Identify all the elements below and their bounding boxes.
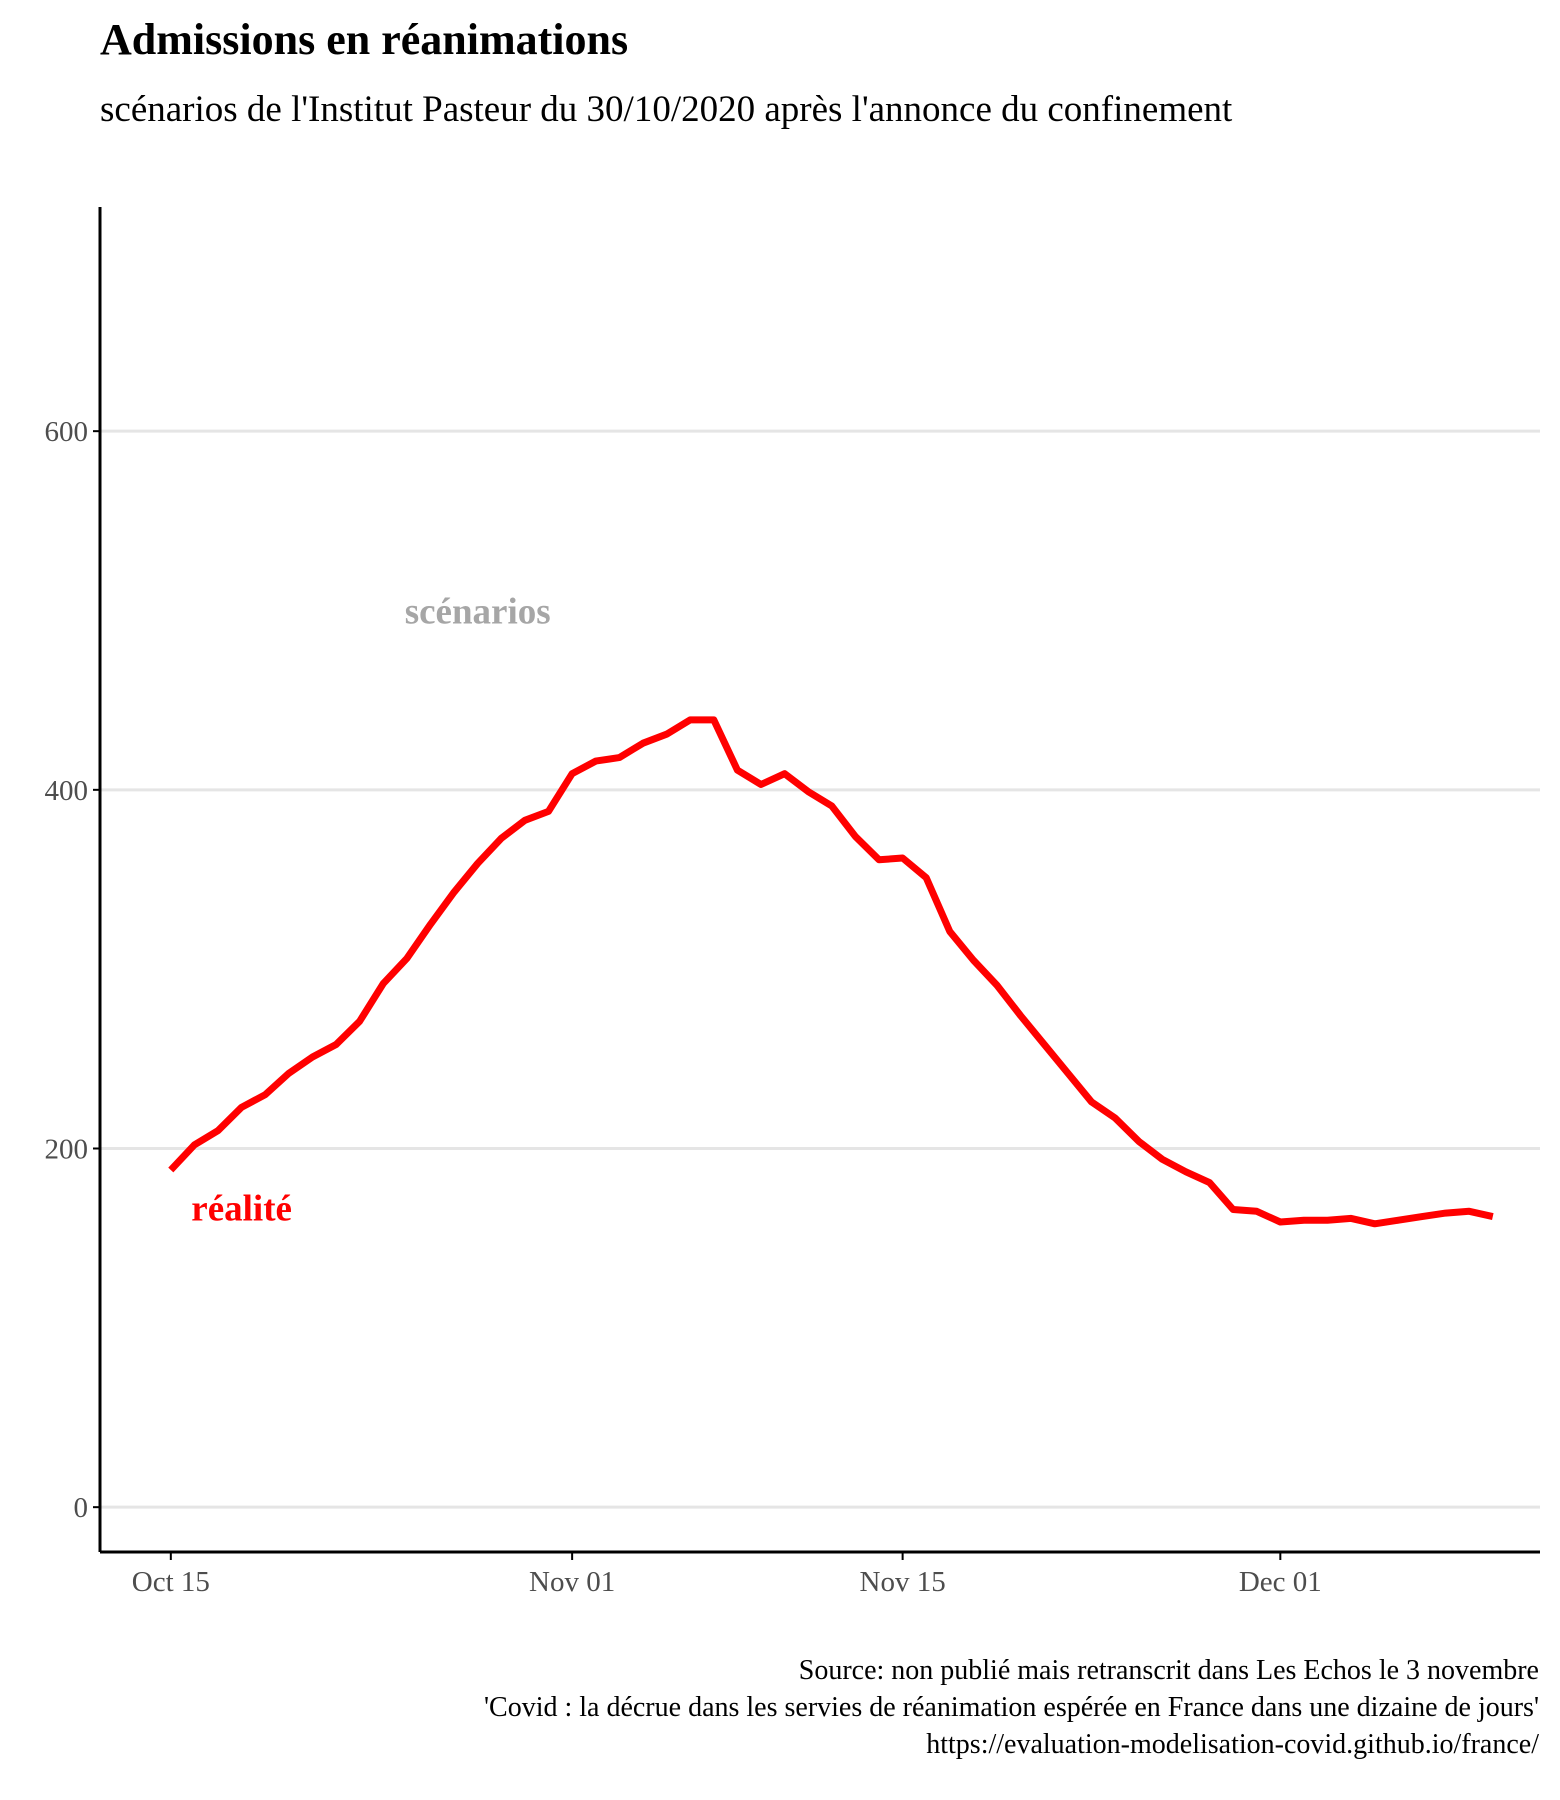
source-caption: Source: non publié mais retranscrit dans… [484,1652,1539,1763]
chart-title: Admissions en réanimations [100,15,629,64]
source-url: https://evaluation-modelisation-covid.gi… [926,1729,1539,1760]
x-tick-label: Nov 15 [860,1566,946,1598]
line-chart: 0 200 400 600 Oct 15 Nov 01 Nov 15 Dec 01 scénar… [45,207,1540,1598]
gridlines [100,429,1540,1509]
y-tick-label: 200 [45,1134,89,1166]
series-lines [168,716,1494,1228]
annotation-label: scénarios [405,592,551,633]
article-title-line: 'Covid : la décrue dans les servies de r… [483,1692,1539,1723]
x-tick-label: Oct 15 [132,1566,210,1598]
y-tick-label: 0 [74,1492,89,1524]
series-line-realite [168,716,1494,1228]
y-tick-label: 600 [45,416,89,448]
chart-subtitle: scénarios de l'Institut Pasteur du 30/10… [100,89,1233,130]
x-tick-label: Nov 01 [529,1566,615,1598]
annotation-label: réalité [191,1189,292,1230]
source-line: Source: non publié mais retranscrit dans… [798,1655,1539,1686]
y-tick-label: 400 [45,775,89,807]
x-tick-label: Dec 01 [1239,1566,1322,1598]
axes [93,207,1540,1560]
labels: 0 200 400 600 Oct 15 Nov 01 Nov 15 Dec 01 scénar… [45,416,1322,1598]
